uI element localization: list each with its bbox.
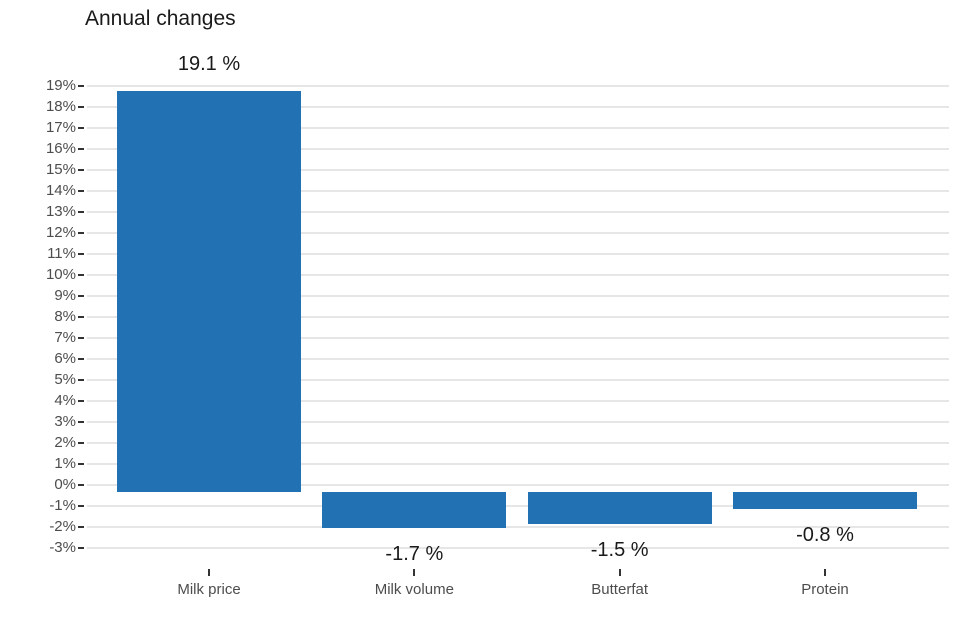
y-gridline (87, 505, 949, 507)
y-axis-tick (78, 484, 84, 486)
y-gridline (87, 106, 949, 108)
y-axis-label: 15% (45, 161, 76, 178)
y-axis-label: -1% (49, 497, 76, 514)
y-axis-label: 1% (54, 455, 76, 472)
y-axis-label: 0% (54, 476, 76, 493)
y-axis-label: 19% (45, 77, 76, 94)
y-axis-label: 16% (45, 140, 76, 157)
y-axis-label: -3% (49, 539, 76, 556)
y-gridline (87, 85, 949, 87)
y-axis-label: 6% (54, 350, 76, 367)
y-axis-tick (78, 316, 84, 318)
y-axis-label: 11% (47, 245, 76, 262)
y-gridline (87, 526, 949, 528)
bar-value-label: -1.7 % (385, 542, 444, 565)
y-axis-tick (78, 148, 84, 150)
y-axis-tick (78, 232, 84, 234)
y-axis-tick (78, 211, 84, 213)
y-axis-tick (78, 442, 84, 444)
y-gridline (87, 547, 949, 549)
y-axis-tick (78, 127, 84, 129)
y-axis-label: 8% (54, 308, 76, 325)
x-axis-tick (208, 569, 210, 576)
y-axis-tick (78, 505, 84, 507)
y-gridline (87, 211, 949, 213)
y-axis-tick (78, 358, 84, 360)
x-axis-label: Butterfat (591, 581, 648, 598)
bar-value-label: 19.1 % (177, 52, 241, 75)
y-axis-label: 3% (54, 413, 76, 430)
y-axis-label: 5% (54, 371, 76, 388)
y-gridline (87, 127, 949, 129)
bar-butterfat (527, 492, 712, 524)
y-axis-label: 18% (45, 98, 76, 115)
bar-value-label: -1.5 % (590, 538, 649, 561)
y-axis-label: 14% (45, 182, 76, 199)
y-axis-tick (78, 400, 84, 402)
bar-milk-volume (322, 492, 507, 528)
y-axis-tick (78, 190, 84, 192)
y-gridline (87, 295, 949, 297)
y-axis-tick (78, 106, 84, 108)
y-gridline (87, 190, 949, 192)
y-gridline (87, 442, 949, 444)
y-gridline (87, 148, 949, 150)
x-axis-label: Milk price (177, 581, 241, 598)
y-gridline (87, 337, 949, 339)
y-axis-label: -2% (49, 518, 76, 535)
bar-protein (732, 492, 917, 509)
y-axis-label: 10% (45, 266, 76, 283)
y-gridline (87, 379, 949, 381)
y-axis-label: 17% (45, 119, 76, 136)
x-axis-label: Milk volume (374, 581, 454, 598)
y-gridline (87, 253, 949, 255)
y-axis-tick (78, 379, 84, 381)
y-axis-label: 12% (45, 224, 76, 241)
y-gridline (87, 421, 949, 423)
y-gridline (87, 358, 949, 360)
y-gridline (87, 484, 949, 486)
y-axis-tick (78, 169, 84, 171)
y-gridline (87, 463, 949, 465)
y-axis-tick (78, 295, 84, 297)
y-axis-tick (78, 337, 84, 339)
y-axis-tick (78, 421, 84, 423)
y-axis-label: 9% (54, 287, 76, 304)
y-axis-label: 13% (45, 203, 76, 220)
y-axis-label: 2% (54, 434, 76, 451)
x-axis-label: Protein (801, 581, 849, 598)
y-axis-tick (78, 253, 84, 255)
y-axis-label: 7% (54, 329, 76, 346)
y-gridline (87, 169, 949, 171)
y-gridline (87, 274, 949, 276)
y-axis-tick (78, 85, 84, 87)
y-axis-label: 4% (54, 392, 76, 409)
x-axis-tick (823, 569, 826, 576)
chart-title: Annual changes (85, 7, 236, 30)
y-axis-tick (78, 463, 84, 465)
y-gridline (87, 400, 949, 402)
x-axis-tick (618, 569, 621, 576)
y-axis-tick (78, 547, 84, 549)
bar-value-label: -0.8 % (796, 523, 854, 546)
y-axis-tick (78, 274, 84, 276)
y-axis-tick (78, 526, 84, 528)
y-gridline (87, 316, 949, 318)
y-gridline (87, 232, 949, 234)
bar-milk-price (117, 90, 301, 492)
x-axis-tick (413, 569, 416, 576)
